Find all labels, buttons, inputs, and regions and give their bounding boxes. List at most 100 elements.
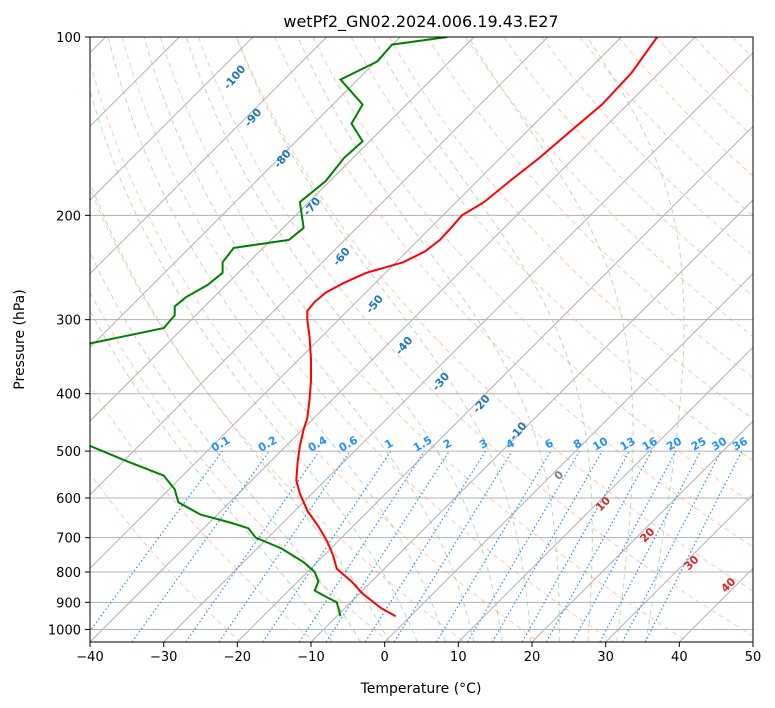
x-tick-label: 0 [381, 650, 389, 665]
moist-adiabat-label: -90 [242, 106, 265, 130]
isotherm-line [90, 37, 696, 642]
moist-adiabat-line [467, 37, 634, 642]
dry-adiabat-line [312, 37, 753, 505]
x-tick-label: 30 [597, 650, 614, 665]
isotherm-line [605, 493, 753, 642]
mixing-ratio-line [644, 450, 743, 642]
moist-adiabat-line [90, 88, 418, 642]
y-tick-label: 800 [56, 566, 81, 581]
dry-adiabat-line [350, 37, 753, 462]
x-tick-label: −10 [297, 650, 324, 665]
moist-adiabat-label: -60 [330, 245, 353, 269]
isotherm-line [90, 37, 401, 349]
x-axis: −40 −30 −20 −10 0 10 20 30 40 50 [76, 642, 761, 665]
isotherm-line [310, 199, 753, 642]
mixing-ratio-line [491, 450, 603, 642]
mixing-ratio-label: 2 [441, 437, 454, 452]
mixing-ratio-line [572, 450, 677, 642]
moist-adiabat-label: -50 [363, 292, 386, 316]
moist-adiabat-line [90, 181, 390, 642]
dry-adiabat-line [771, 37, 775, 642]
moist-adiabat-label: -80 [271, 147, 294, 171]
x-tick-label: 40 [671, 650, 688, 665]
moist-adiabat-line [90, 309, 333, 642]
chart-title: wetPf2_GN02.2024.006.19.43.E27 [283, 12, 558, 32]
y-tick-label: 600 [56, 492, 81, 507]
dry-adiabat-line [90, 186, 465, 642]
moist-adiabat-label: -100 [221, 62, 249, 92]
dewpoint-profile-line [90, 37, 448, 617]
y-tick-label: 300 [56, 314, 81, 329]
isotherm-line [457, 346, 753, 642]
isotherm-line [90, 37, 622, 570]
mixing-ratio-line [364, 450, 486, 642]
isotherm-line [752, 641, 753, 642]
mixing-ratio-line [466, 450, 580, 642]
dry-adiabat-line [656, 37, 753, 138]
moist-adiabat-line [586, 37, 685, 642]
dry-adiabat-line [426, 37, 753, 378]
dry-adiabat-line [465, 37, 753, 337]
moist-adiabat-line [185, 37, 503, 642]
moist-adiabat-label: -40 [393, 334, 416, 358]
temperature-profile-line [295, 37, 659, 618]
y-tick-label: 900 [56, 596, 81, 611]
dry-adiabat-line [159, 37, 689, 642]
mixing-ratio-line [90, 450, 223, 632]
y-axis-label: Pressure (hPa) [12, 289, 28, 389]
dry-adiabat-line [617, 37, 753, 177]
y-tick-label: 400 [56, 388, 81, 403]
y-axis: 100 200 300 400 500 600 700 800 900 1000 [48, 31, 90, 638]
dry-adiabat-line [90, 472, 241, 642]
x-tick-label: 50 [745, 650, 762, 665]
dry-adiabat-line [90, 384, 316, 642]
moist-adiabat-line [107, 37, 447, 642]
y-tick-label: 200 [56, 209, 81, 224]
dry-adiabat-line [236, 37, 753, 592]
y-tick-label: 1000 [48, 623, 81, 638]
moist-adiabat-line [143, 37, 475, 642]
dry-adiabat-line [198, 37, 753, 637]
isotherm-line [236, 125, 753, 642]
mixing-ratio-line [435, 450, 552, 642]
y-tick-label: 500 [56, 445, 81, 460]
y-tick-label: 700 [56, 532, 81, 547]
dry-adiabat-label: 20 [637, 525, 657, 545]
moist-adiabat-line [90, 251, 362, 642]
mixing-ratio-line [521, 450, 631, 642]
mixing-ratio-label: 1 [382, 437, 395, 452]
dry-adiabat-label: 0 [552, 468, 567, 483]
mixing-ratio-line [545, 450, 653, 642]
isotherm-line [90, 37, 549, 496]
mixing-ratio-line [621, 450, 722, 642]
isotherm-line [90, 37, 254, 201]
x-tick-label: −40 [76, 650, 103, 665]
isotherm-line [90, 37, 328, 275]
dry-adiabat-line [694, 37, 753, 98]
x-tick-label: 20 [524, 650, 541, 665]
mixing-ratio-label: 6 [543, 436, 556, 451]
x-axis-label: Temperature (°C) [360, 681, 482, 697]
isotherm-line [531, 420, 753, 642]
x-tick-label: −30 [150, 650, 177, 665]
y-tick-label: 100 [56, 31, 81, 46]
mixing-ratio-line [185, 450, 320, 642]
mixing-ratio-line [393, 450, 513, 642]
dry-adiabat-label: 10 [593, 494, 613, 514]
moist-adiabat-line [372, 37, 593, 642]
dry-adiabat-line [503, 37, 753, 297]
plot-area [90, 37, 775, 642]
isotherm-line [90, 37, 475, 422]
dry-adiabat-line [388, 37, 753, 420]
plot-frame [89, 36, 754, 643]
x-tick-label: 10 [450, 650, 467, 665]
dry-adiabat-line [90, 59, 540, 642]
isotherm-line [678, 567, 753, 642]
isotherm-line [384, 272, 753, 642]
moist-adiabat-line [297, 37, 560, 642]
dry-adiabat-line [274, 37, 753, 548]
dry-adiabat-line [541, 37, 753, 257]
dry-adiabat-line [732, 37, 753, 59]
dry-adiabat-label: 40 [718, 575, 738, 595]
